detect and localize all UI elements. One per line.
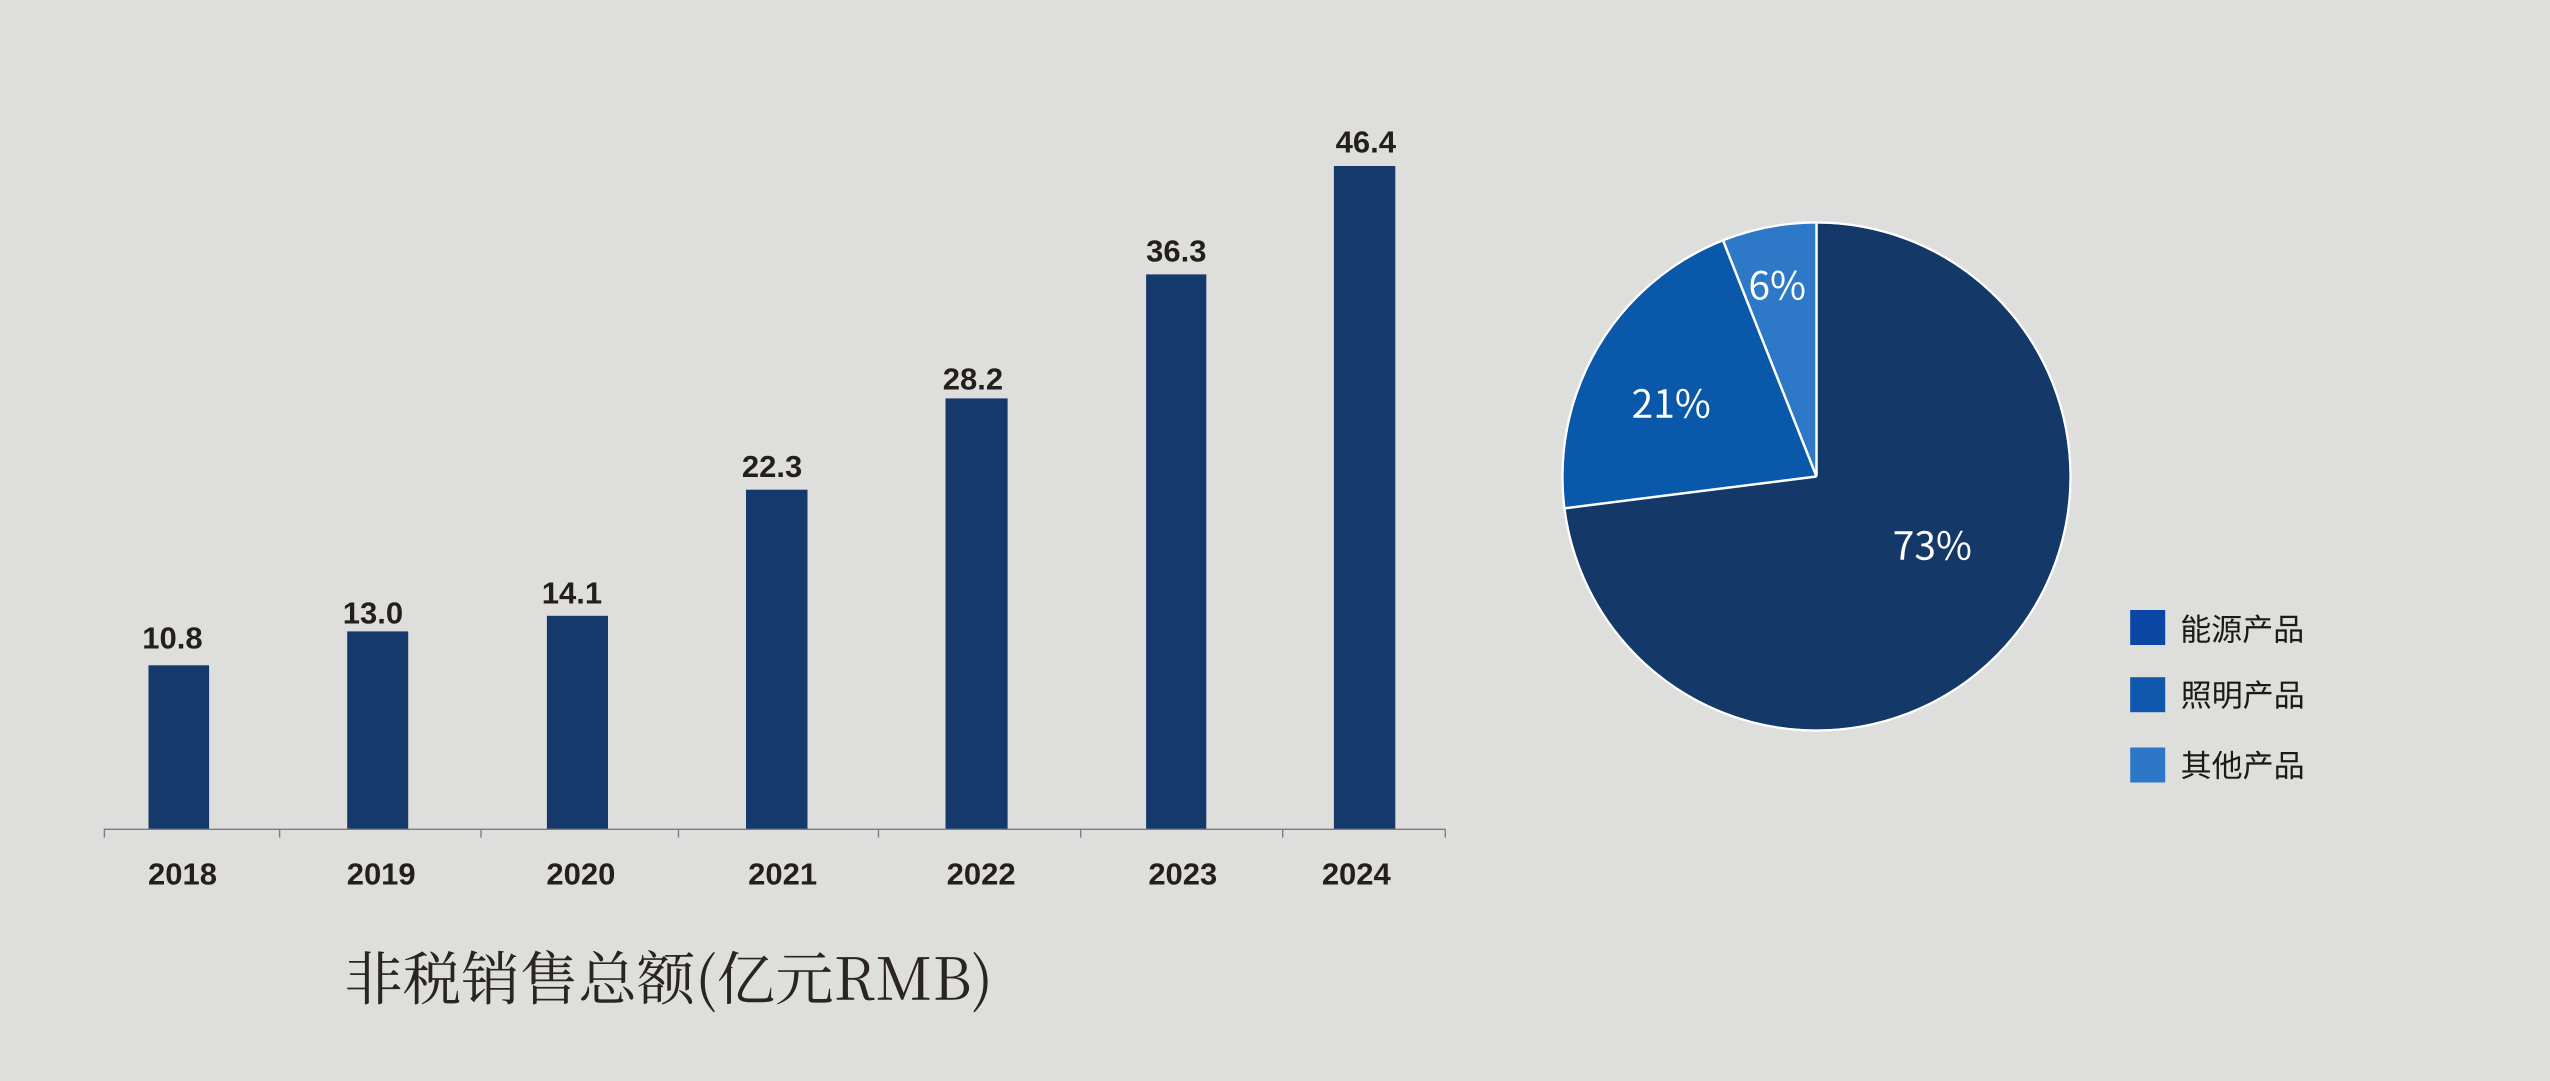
svg-text:2023: 2023 <box>1148 857 1217 892</box>
svg-text:36.3: 36.3 <box>1146 233 1206 268</box>
svg-text:46.4: 46.4 <box>1336 125 1397 160</box>
svg-text:14.1: 14.1 <box>542 576 602 611</box>
svg-text:10.8: 10.8 <box>142 621 202 656</box>
svg-text:2024: 2024 <box>1322 857 1392 892</box>
svg-text:22.3: 22.3 <box>742 449 802 484</box>
svg-text:2022: 2022 <box>947 857 1016 892</box>
svg-text:2019: 2019 <box>347 857 416 892</box>
svg-text:28.2: 28.2 <box>943 362 1003 397</box>
svg-text:2021: 2021 <box>748 857 817 892</box>
svg-text:2018: 2018 <box>148 857 217 892</box>
svg-text:13.0: 13.0 <box>343 595 403 630</box>
svg-text:2020: 2020 <box>546 857 615 892</box>
